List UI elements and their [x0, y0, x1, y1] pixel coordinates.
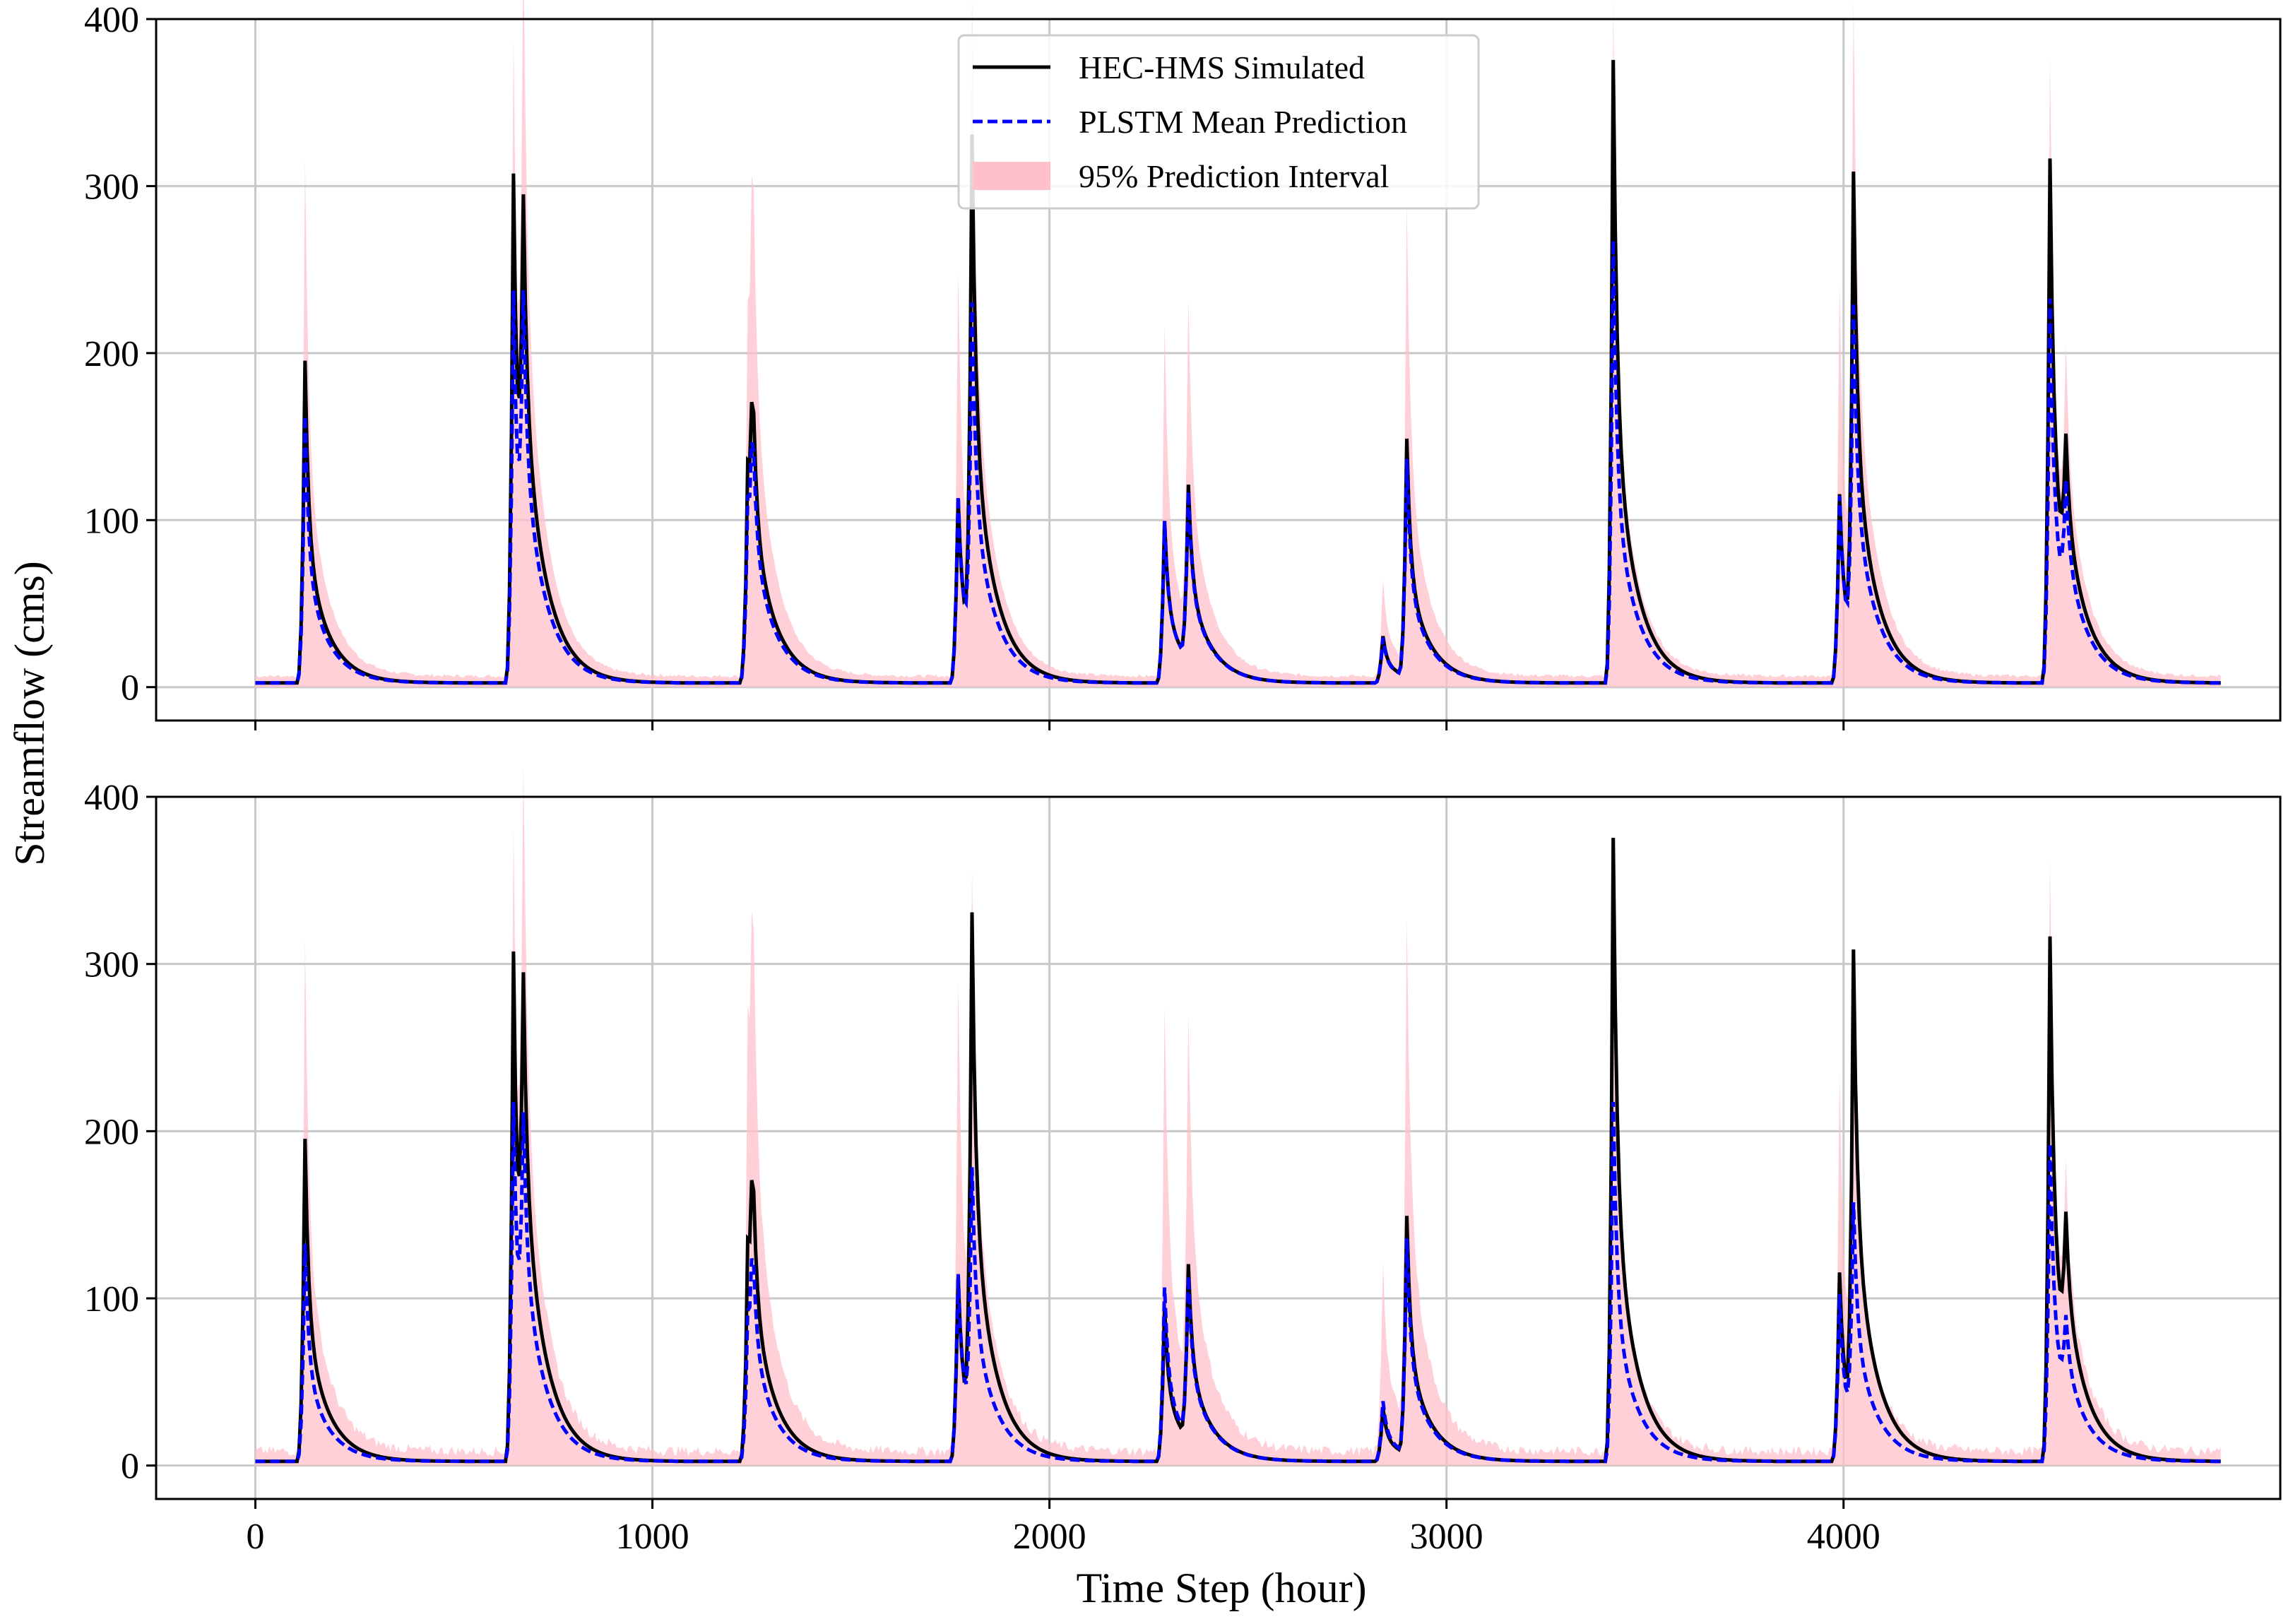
- prediction-interval-band: [255, 764, 2221, 1466]
- legend-label: HEC-HMS Simulated: [1079, 49, 1365, 85]
- x-tick-label: 4000: [1807, 1517, 1880, 1557]
- x-tick-label: 0: [247, 1517, 265, 1557]
- y-axis-title: Streamflow (cms): [6, 561, 53, 866]
- axes-frame: [155, 18, 2282, 722]
- y-tick-label: 300: [84, 945, 139, 985]
- legend: HEC-HMS Simulated PLSTM Mean Prediction 95…: [957, 34, 1480, 210]
- y-tick-label: 200: [84, 1112, 139, 1152]
- series-line-plstm-mean-prediction: [255, 1101, 2221, 1464]
- legend-swatch: [973, 162, 1050, 190]
- y-tick-label: 200: [84, 334, 139, 374]
- legend-label: 95% Prediction Interval: [1079, 158, 1389, 194]
- y-tick-label: 100: [84, 501, 139, 541]
- y-tick-label: 0: [121, 668, 139, 709]
- y-tick-label: 0: [121, 1447, 139, 1487]
- series-line-hec-hms-simulated: [255, 59, 2221, 685]
- legend-label: PLSTM Mean Prediction: [1079, 104, 1407, 140]
- y-tick-label: 400: [84, 778, 139, 818]
- x-tick-label: 2000: [1013, 1517, 1086, 1557]
- series-line-plstm-mean-prediction: [255, 240, 2221, 685]
- axes-frame: [155, 795, 2282, 1500]
- legend-box: [957, 34, 1480, 210]
- top-panel: 0 100 200 300 400 HEC-HMS Simulated PLSTM Mean…: [84, 0, 2282, 730]
- y-tick-label: 400: [84, 0, 139, 40]
- x-tick-label: 3000: [1410, 1517, 1483, 1557]
- y-tick-label: 300: [84, 167, 139, 207]
- y-tick-label: 100: [84, 1279, 139, 1320]
- x-tick-label: 1000: [616, 1517, 689, 1557]
- x-axis-title: Time Step (hour): [1076, 1565, 1366, 1611]
